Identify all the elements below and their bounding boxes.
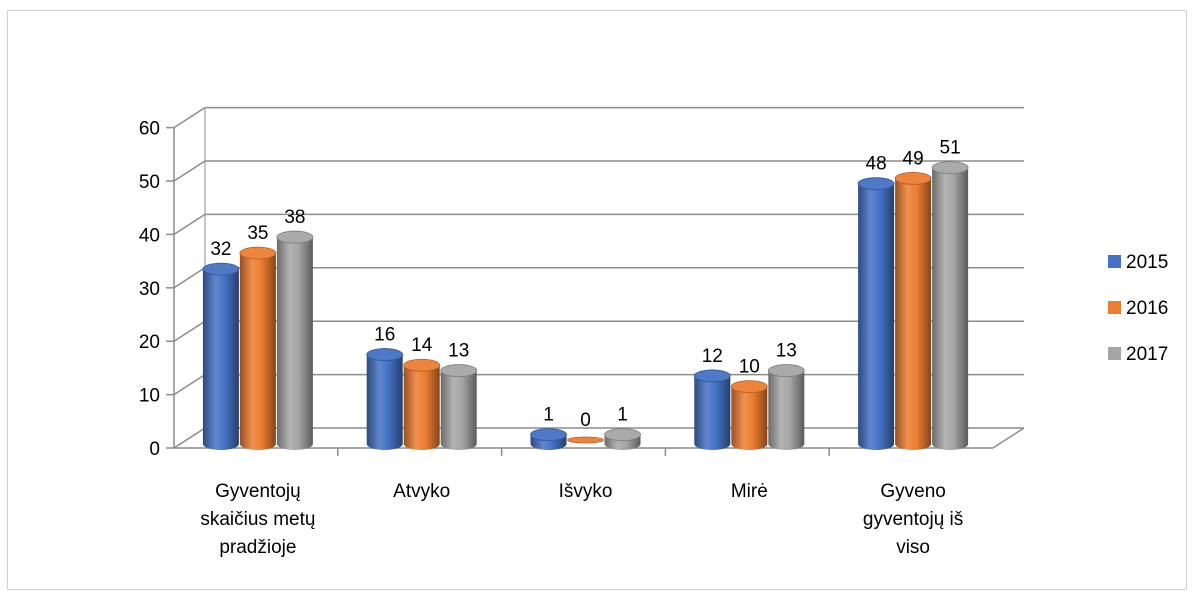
data-label: 51 [940,138,961,159]
legend-entry: 2016 [1126,298,1168,319]
y-tick-label: 10 [139,386,160,407]
data-label: 16 [374,325,395,346]
data-label: 13 [448,341,469,362]
legend-swatch [1108,255,1121,268]
data-label: 0 [580,410,591,431]
data-label: 49 [903,148,924,169]
bar [276,230,314,451]
bar [857,177,895,451]
bar [567,436,604,444]
y-tick-label: 50 [139,172,160,193]
bar [366,348,404,451]
bar [239,246,277,451]
data-label: 12 [702,346,723,367]
gridline-side [173,160,206,182]
gridline-side [173,427,206,449]
data-label: 38 [284,207,305,228]
floor-edge [992,427,1025,449]
legend-swatch [1108,347,1121,360]
data-label: 10 [739,357,760,378]
y-tick-label: 0 [149,439,160,460]
data-label: 32 [210,239,231,260]
category-label: Išvyko [559,481,613,502]
bar [730,380,768,451]
y-tick-label: 40 [139,225,160,246]
bar [693,369,731,451]
data-label: 13 [776,341,797,362]
data-label: 14 [411,335,433,356]
data-label: 1 [543,405,554,426]
bar [530,428,567,451]
gridline-side [173,213,206,236]
category-label: Gyventojų skaičius metų pradžioje [200,481,315,558]
legend: 2015 2016 2017 [1108,252,1168,365]
bar [202,262,240,451]
data-label: 1 [617,405,628,426]
legend-entry: 2017 [1126,344,1168,365]
bar [440,364,478,451]
legend-entry: 2015 [1126,252,1168,273]
legend-swatch [1108,301,1121,314]
gridline-side [173,320,206,342]
bar [403,358,441,451]
category-label: Gyveno gyventojų iš viso [863,481,963,558]
bar [767,364,805,451]
bars [202,161,969,451]
gridline-side [173,373,206,396]
data-label: 35 [247,223,268,244]
data-label: 48 [866,154,887,175]
gridline-side [173,106,206,129]
category-label: Atvyko [393,481,450,502]
y-tick-label: 60 [139,119,160,140]
y-tick-label: 30 [139,279,160,300]
y-tick-label: 20 [139,332,160,353]
gridline-side [173,267,206,289]
bar [894,171,932,451]
bar [931,161,969,451]
chart-frame: 0 10 20 30 40 50 60 Gyventojų skaičius metų pradž… [7,10,1187,590]
category-label: Mirė [731,481,768,502]
bar [604,428,641,451]
